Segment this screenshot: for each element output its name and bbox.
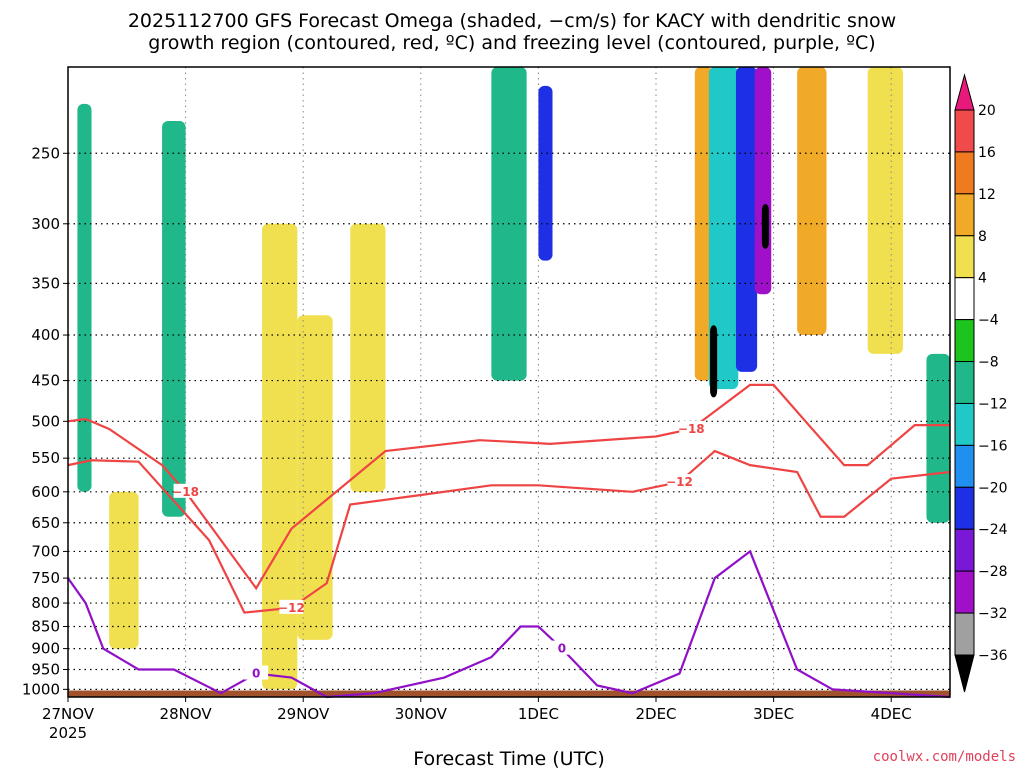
- dgz-label-bg: [173, 483, 198, 498]
- colorbar-label: −16: [978, 438, 1008, 454]
- x-tick-label: 30NOV: [395, 705, 448, 723]
- colorbar-label: −4: [978, 313, 999, 329]
- omega-region: [538, 85, 553, 261]
- x-tick-label: 1DEC: [518, 705, 559, 723]
- colorbar-segment: [954, 612, 975, 656]
- y-tick-label: 450: [31, 372, 60, 390]
- freezing-level-label: 0: [252, 667, 260, 681]
- omega-region: [162, 121, 186, 517]
- colorbar-label: 20: [978, 103, 996, 119]
- dgz-label: −12: [666, 475, 693, 489]
- colorbar-segment: [954, 570, 975, 614]
- y-tick-label: 300: [31, 215, 60, 233]
- colorbar-label: −32: [978, 606, 1008, 622]
- dgz-label: −18: [678, 422, 705, 436]
- omega-region: [109, 491, 139, 649]
- colorbar-segment: [954, 193, 975, 237]
- y-tick-label: 350: [31, 274, 60, 292]
- terrain-strip: [68, 690, 950, 697]
- y-tick-label: 250: [31, 144, 60, 162]
- colorbar-label: −12: [978, 396, 1008, 412]
- colorbar-label: −28: [978, 564, 1008, 580]
- colorbar-segment: [954, 486, 975, 530]
- dgz-label-bg: [279, 599, 304, 614]
- y-tick-label: 800: [31, 594, 60, 612]
- x-tick-label: 2DEC: [635, 705, 676, 723]
- y-tick-label: 550: [31, 449, 60, 467]
- dgz-label-bg: [679, 420, 704, 435]
- colorbar-segment: [954, 444, 975, 488]
- y-tick-label: 900: [31, 640, 60, 658]
- omega-region: [926, 353, 950, 523]
- omega-region: [754, 67, 772, 295]
- freezing-level-label: 0: [558, 642, 566, 656]
- colorbar-segment: [954, 528, 975, 572]
- freezing-level-contour: [67, 549, 951, 699]
- chart-title-line: 2025112700 GFS Forecast Omega (shaded, −…: [128, 10, 896, 32]
- x-tick-label: 29NOV: [277, 705, 330, 723]
- freezing-level-label-bg: [549, 640, 574, 655]
- colorbar-segment: [954, 109, 975, 153]
- omega-region: [708, 67, 739, 390]
- omega-region: [350, 223, 386, 492]
- colorbar-label: 16: [978, 145, 996, 161]
- omega-region: [77, 103, 92, 492]
- x-tick-label: 3DEC: [753, 705, 794, 723]
- y-tick-label: 750: [31, 569, 60, 587]
- colorbar-segment: [954, 235, 975, 279]
- omega-region: [262, 223, 298, 690]
- x-year-label: 2025: [49, 724, 87, 742]
- colorbar-label: 4: [978, 271, 987, 287]
- colorbar-label: 12: [978, 187, 996, 203]
- colorbar-segment: [954, 151, 975, 195]
- x-tick-label: 28NOV: [160, 705, 213, 723]
- colorbar-segment: [954, 319, 975, 363]
- dgz-label-bg: [667, 474, 692, 489]
- omega-region: [761, 203, 769, 249]
- dgz-label: −18: [172, 485, 199, 499]
- x-tick-label: 27NOV: [42, 705, 95, 723]
- dgz-label: −12: [278, 601, 305, 615]
- plot-frame: [67, 66, 951, 698]
- colorbar-label: −8: [978, 355, 999, 371]
- x-tick-label: 4DEC: [871, 705, 912, 723]
- colorbar-segment: [954, 361, 975, 404]
- x-axis-label: Forecast Time (UTC): [413, 748, 604, 768]
- omega-region: [710, 325, 718, 398]
- dgz-contour: [67, 383, 950, 591]
- y-tick-label: 600: [31, 483, 60, 501]
- y-tick-label: 850: [31, 617, 60, 635]
- y-tick-label: 950: [31, 661, 60, 679]
- dgz-contour: [67, 449, 951, 614]
- omega-region: [694, 67, 713, 381]
- y-tick-label: 500: [31, 412, 60, 430]
- credit-text: coolwx.com/models: [873, 749, 1016, 765]
- colorbar-segment: [954, 402, 975, 446]
- colorbar-bottom-arrow: [954, 654, 975, 693]
- omega-region: [735, 67, 758, 372]
- chart-title-line: growth region (contoured, red, ºC) and f…: [148, 32, 875, 54]
- y-tick-label: 650: [31, 514, 60, 532]
- omega-region: [297, 315, 333, 640]
- colorbar-segment: [954, 277, 975, 321]
- colorbar-label: 8: [978, 229, 987, 245]
- y-tick-label: 400: [31, 326, 60, 344]
- freezing-level-label-bg: [244, 665, 269, 680]
- y-tick-label: 700: [31, 542, 60, 560]
- colorbar-label: −36: [978, 648, 1008, 664]
- colorbar-label: −20: [978, 480, 1008, 496]
- y-tick-label: 1000: [22, 680, 60, 698]
- omega-region: [797, 67, 827, 336]
- colorbar-top-arrow: [954, 73, 975, 111]
- colorbar-label: −24: [978, 522, 1008, 538]
- omega-region: [867, 67, 903, 354]
